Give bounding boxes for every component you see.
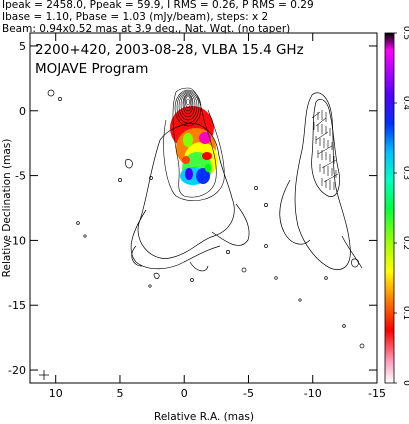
- left-outer-contours: [47, 89, 268, 288]
- y-tick-label: -5: [15, 170, 26, 183]
- x-tick-label: -10: [304, 387, 322, 400]
- x-tick-label: 5: [116, 387, 123, 400]
- plot-title: 2200+420, 2003-08-28, VLBA 15.4 GHz: [35, 42, 304, 58]
- header-line-1: Ipeak = 2458.0, Ppeak = 59.9, I RMS = 0.…: [2, 0, 314, 11]
- right-contours: [264, 92, 365, 349]
- y-axis-label: Relative Declination (mas): [1, 139, 13, 278]
- x-tick-label: -5: [243, 387, 254, 400]
- x-tick-label: -15: [368, 387, 386, 400]
- colorbar-tick-label: 0.4: [401, 96, 409, 111]
- plot-subtitle: MOJAVE Program: [35, 61, 148, 77]
- colorbar-tick-label: 0.2: [401, 236, 409, 250]
- plot-frame: [29, 32, 378, 384]
- beam-ellipse: [39, 370, 49, 380]
- x-tick-label: 0: [181, 387, 188, 400]
- colorbar-tick-label: 0.1: [401, 306, 409, 320]
- polarization-image: [170, 106, 218, 185]
- y-tick-label: -15: [8, 299, 26, 312]
- y-tick-label: -20: [8, 364, 26, 377]
- colorbar-tick-label: 0: [401, 380, 409, 386]
- colorbar-tick-label: 0.3: [401, 166, 409, 180]
- image-layer: [39, 87, 365, 380]
- y-tick-label: -10: [8, 234, 26, 247]
- colorbar-tick-label: 0.5: [401, 26, 409, 40]
- colorbar: [384, 32, 395, 384]
- y-axis: 5 0 -5 -10 -15 -20: [8, 40, 377, 377]
- x-axis-label: Relative R.A. (mas): [154, 411, 254, 423]
- header-line-2: Ibase = 1.10, Pbase = 1.03 (mJy/beam), s…: [2, 11, 268, 23]
- x-axis: 10 5 0 -5 -10 -15: [49, 33, 386, 400]
- y-tick-label: 0: [19, 105, 26, 118]
- y-tick-label: 5: [19, 40, 26, 53]
- header-line-3: Beam: 0.94x0.52 mas at 3.9 deg., Nat. Wg…: [2, 23, 290, 35]
- polarization-vectors: [311, 110, 339, 190]
- core-contours: [163, 87, 225, 202]
- colorbar-ticks: 0 0.1 0.2 0.3 0.4 0.5: [394, 26, 409, 386]
- x-tick-label: 10: [49, 387, 63, 400]
